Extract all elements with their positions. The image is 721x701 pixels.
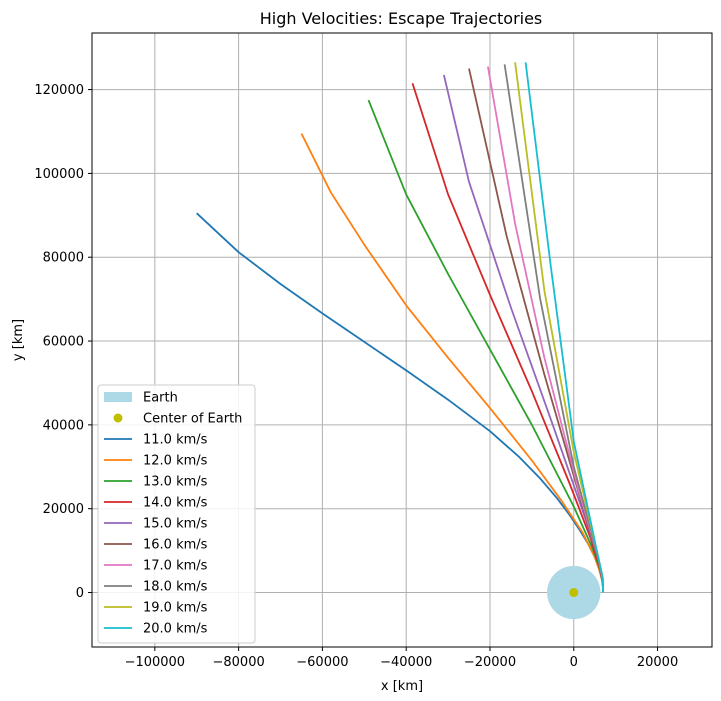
y-tick-label: 80000 (43, 251, 84, 266)
x-tick-label: −80000 (212, 655, 264, 670)
x-tick-label: 0 (570, 655, 578, 670)
x-tick-label: −40000 (380, 655, 432, 670)
x-axis-label: x [km] (381, 679, 423, 694)
legend-label-3: 13.0 km/s (143, 475, 208, 490)
legend-label-2: 12.0 km/s (143, 454, 208, 469)
legend-label-10: 20.0 km/s (143, 622, 208, 637)
x-tick-label: −60000 (296, 655, 348, 670)
y-ticks: 0 20000 40000 60000 80000 100000 120000 (34, 83, 92, 601)
legend: Earth Center of Earth 11.0 km/s 12.0 km/s 13… (97, 384, 256, 644)
series-layer (196, 62, 604, 593)
legend-label-earth: Earth (143, 391, 178, 406)
legend-label-9: 19.0 km/s (143, 601, 208, 616)
earth-layer (547, 565, 601, 620)
x-tick-label: −20000 (464, 655, 516, 670)
x-ticks: −100000 −80000 −60000 −40000 −20000 0 20000 (125, 647, 678, 670)
legend-box (97, 384, 256, 644)
y-tick-label: 40000 (43, 418, 84, 433)
legend-label-5: 15.0 km/s (143, 517, 208, 532)
plot-frame (91, 32, 713, 648)
x-tick-label: −100000 (125, 655, 186, 670)
y-axis-label: y [km] (11, 319, 26, 361)
y-tick-label: 60000 (43, 335, 84, 350)
y-tick-label: 0 (76, 586, 84, 601)
legend-label-7: 17.0 km/s (143, 559, 208, 574)
legend-label-1: 11.0 km/s (143, 433, 208, 448)
y-tick-label: 20000 (43, 502, 84, 517)
chart-title: High Velocities: Escape Trajectories (260, 9, 543, 28)
y-tick-label: 100000 (34, 167, 84, 182)
legend-label-6: 16.0 km/s (143, 538, 208, 553)
center-of-earth-marker (569, 588, 579, 598)
legend-swatch-center (113, 413, 123, 423)
legend-label-center: Center of Earth (143, 412, 242, 427)
series-line-10 (524, 62, 604, 593)
x-tick-label: 20000 (637, 655, 678, 670)
legend-swatch-earth (104, 392, 132, 402)
legend-label-8: 18.0 km/s (143, 580, 208, 595)
legend-label-4: 14.0 km/s (143, 496, 208, 511)
y-tick-label: 120000 (34, 83, 84, 98)
